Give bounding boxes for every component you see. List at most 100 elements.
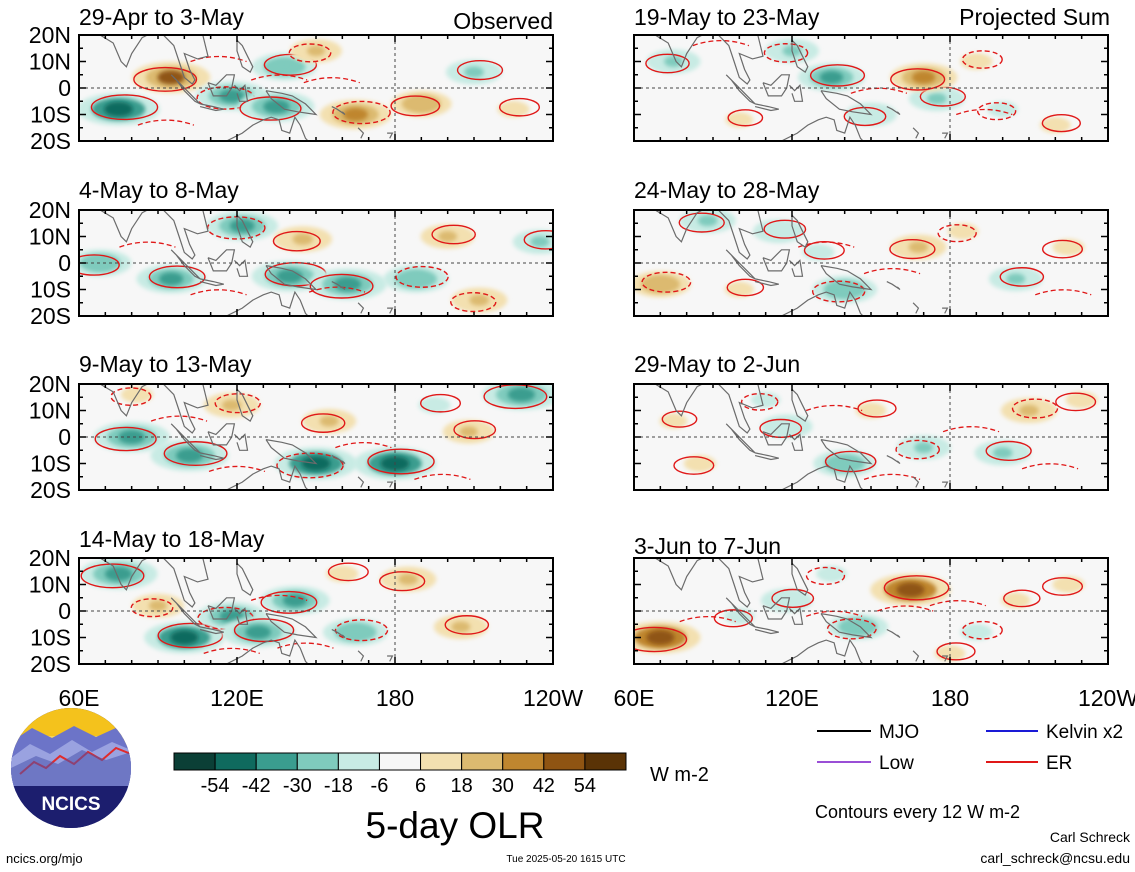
coastline <box>942 655 949 662</box>
er-contour <box>1041 113 1081 133</box>
lon-tick-label: 180 <box>931 685 969 711</box>
olr-anomaly-blob <box>743 388 789 411</box>
er-contour <box>272 230 321 252</box>
coastline <box>725 249 756 280</box>
panel-projected-2: 24-May to 28-May <box>633 177 1109 317</box>
coastline <box>725 423 756 454</box>
colorbar-tick-label: -6 <box>371 775 389 797</box>
er-contour <box>119 241 176 248</box>
lat-tick-label: 20N <box>29 197 71 223</box>
er-contour <box>883 575 950 601</box>
lat-tick-label: 20S <box>30 303 71 329</box>
olr-anomaly-blob <box>634 271 691 298</box>
olr-anomaly-blob <box>847 399 895 422</box>
coastline <box>207 597 236 620</box>
er-contour <box>763 43 809 63</box>
coastline <box>773 464 864 490</box>
coastline <box>773 638 864 664</box>
coastline <box>199 103 224 112</box>
coastline <box>357 302 365 314</box>
coastline <box>170 74 201 105</box>
olr-anomaly-blob <box>409 393 460 417</box>
author-name: Carl Schreck <box>1050 829 1131 845</box>
er-contour <box>826 618 877 640</box>
coastline <box>717 384 764 434</box>
colorbar-tick-label: 18 <box>451 775 473 797</box>
er-contour <box>895 439 940 460</box>
colorbar-tick-label: -18 <box>324 775 353 797</box>
coastline <box>218 290 309 316</box>
website-link[interactable]: ncics.org/mjo <box>6 851 83 866</box>
figure-title: 5-day OLR <box>366 805 545 846</box>
coastline <box>754 452 779 461</box>
olr-anomaly-blob <box>433 614 488 640</box>
coastline <box>233 84 249 102</box>
lat-tick-label: 20N <box>29 371 71 397</box>
coastline <box>717 210 764 260</box>
er-contour <box>137 119 195 126</box>
coastline <box>233 607 249 625</box>
coastline <box>942 132 949 139</box>
olr-anomaly-blob <box>317 562 368 586</box>
colorbar-swatch <box>502 752 545 771</box>
lat-tick-label: 20N <box>29 545 71 571</box>
lat-tick-label: 10N <box>29 398 71 424</box>
coastline <box>99 558 164 591</box>
coastline <box>788 607 804 625</box>
er-contour <box>771 588 815 609</box>
er-contour <box>1055 392 1097 412</box>
er-contour <box>726 278 765 297</box>
panel-projected-1: 19-May to 23-May Projected Sum <box>633 4 1110 142</box>
er-contour <box>936 642 976 661</box>
er-contour <box>133 66 198 92</box>
coastline <box>207 74 236 97</box>
er-contour <box>419 393 462 413</box>
lat-tick-label: 20S <box>30 651 71 677</box>
er-contour <box>250 74 308 81</box>
er-contour <box>763 219 807 239</box>
er-contour <box>645 53 690 74</box>
olr-anomaly-blob <box>442 419 495 444</box>
projected-label: Projected Sum <box>959 4 1110 30</box>
er-contour <box>1021 463 1079 470</box>
er-contour <box>395 265 449 288</box>
panel-period: 29-Apr to 3-May <box>79 4 244 30</box>
er-contour <box>163 441 228 467</box>
coastline <box>754 103 779 112</box>
er-contour <box>80 563 145 589</box>
lat-tick-label: 0 <box>58 75 71 101</box>
coastline <box>207 423 236 446</box>
coastline <box>788 84 804 102</box>
olr-anomaly-blob <box>238 91 315 122</box>
coastline <box>99 384 164 417</box>
legend-mjo-label: MJO <box>879 722 919 743</box>
er-contour <box>79 254 120 276</box>
panel-period: 24-May to 28-May <box>634 177 820 203</box>
olr-anomaly-blob <box>646 49 701 74</box>
olr-anomaly-blob <box>482 384 553 411</box>
coastline <box>331 106 346 115</box>
coastline <box>236 214 254 248</box>
er-contour <box>805 404 863 412</box>
lat-tick-label: 20S <box>30 128 71 154</box>
lat-tick-label: 0 <box>58 424 71 450</box>
er-contour <box>453 420 497 440</box>
olr-anomaly-blob <box>675 451 725 476</box>
panel-projected-3: 29-May to 2-Jun <box>633 351 1109 491</box>
coastline <box>654 35 719 68</box>
lon-tick-label: 120W <box>523 685 583 711</box>
coastline <box>265 90 318 116</box>
coastline <box>170 597 201 628</box>
er-contour <box>956 108 1013 116</box>
olr-anomaly-blob <box>1056 388 1107 412</box>
olr-anomaly-blob <box>79 92 160 126</box>
olr-anomaly-blob <box>951 49 1002 74</box>
coastline <box>236 388 254 422</box>
er-contour <box>450 292 497 313</box>
olr-anomaly-blob <box>150 439 229 472</box>
lat-tick-label: 10S <box>30 625 71 651</box>
coastline <box>387 481 394 488</box>
coastline <box>762 249 791 272</box>
coastline <box>942 307 949 314</box>
